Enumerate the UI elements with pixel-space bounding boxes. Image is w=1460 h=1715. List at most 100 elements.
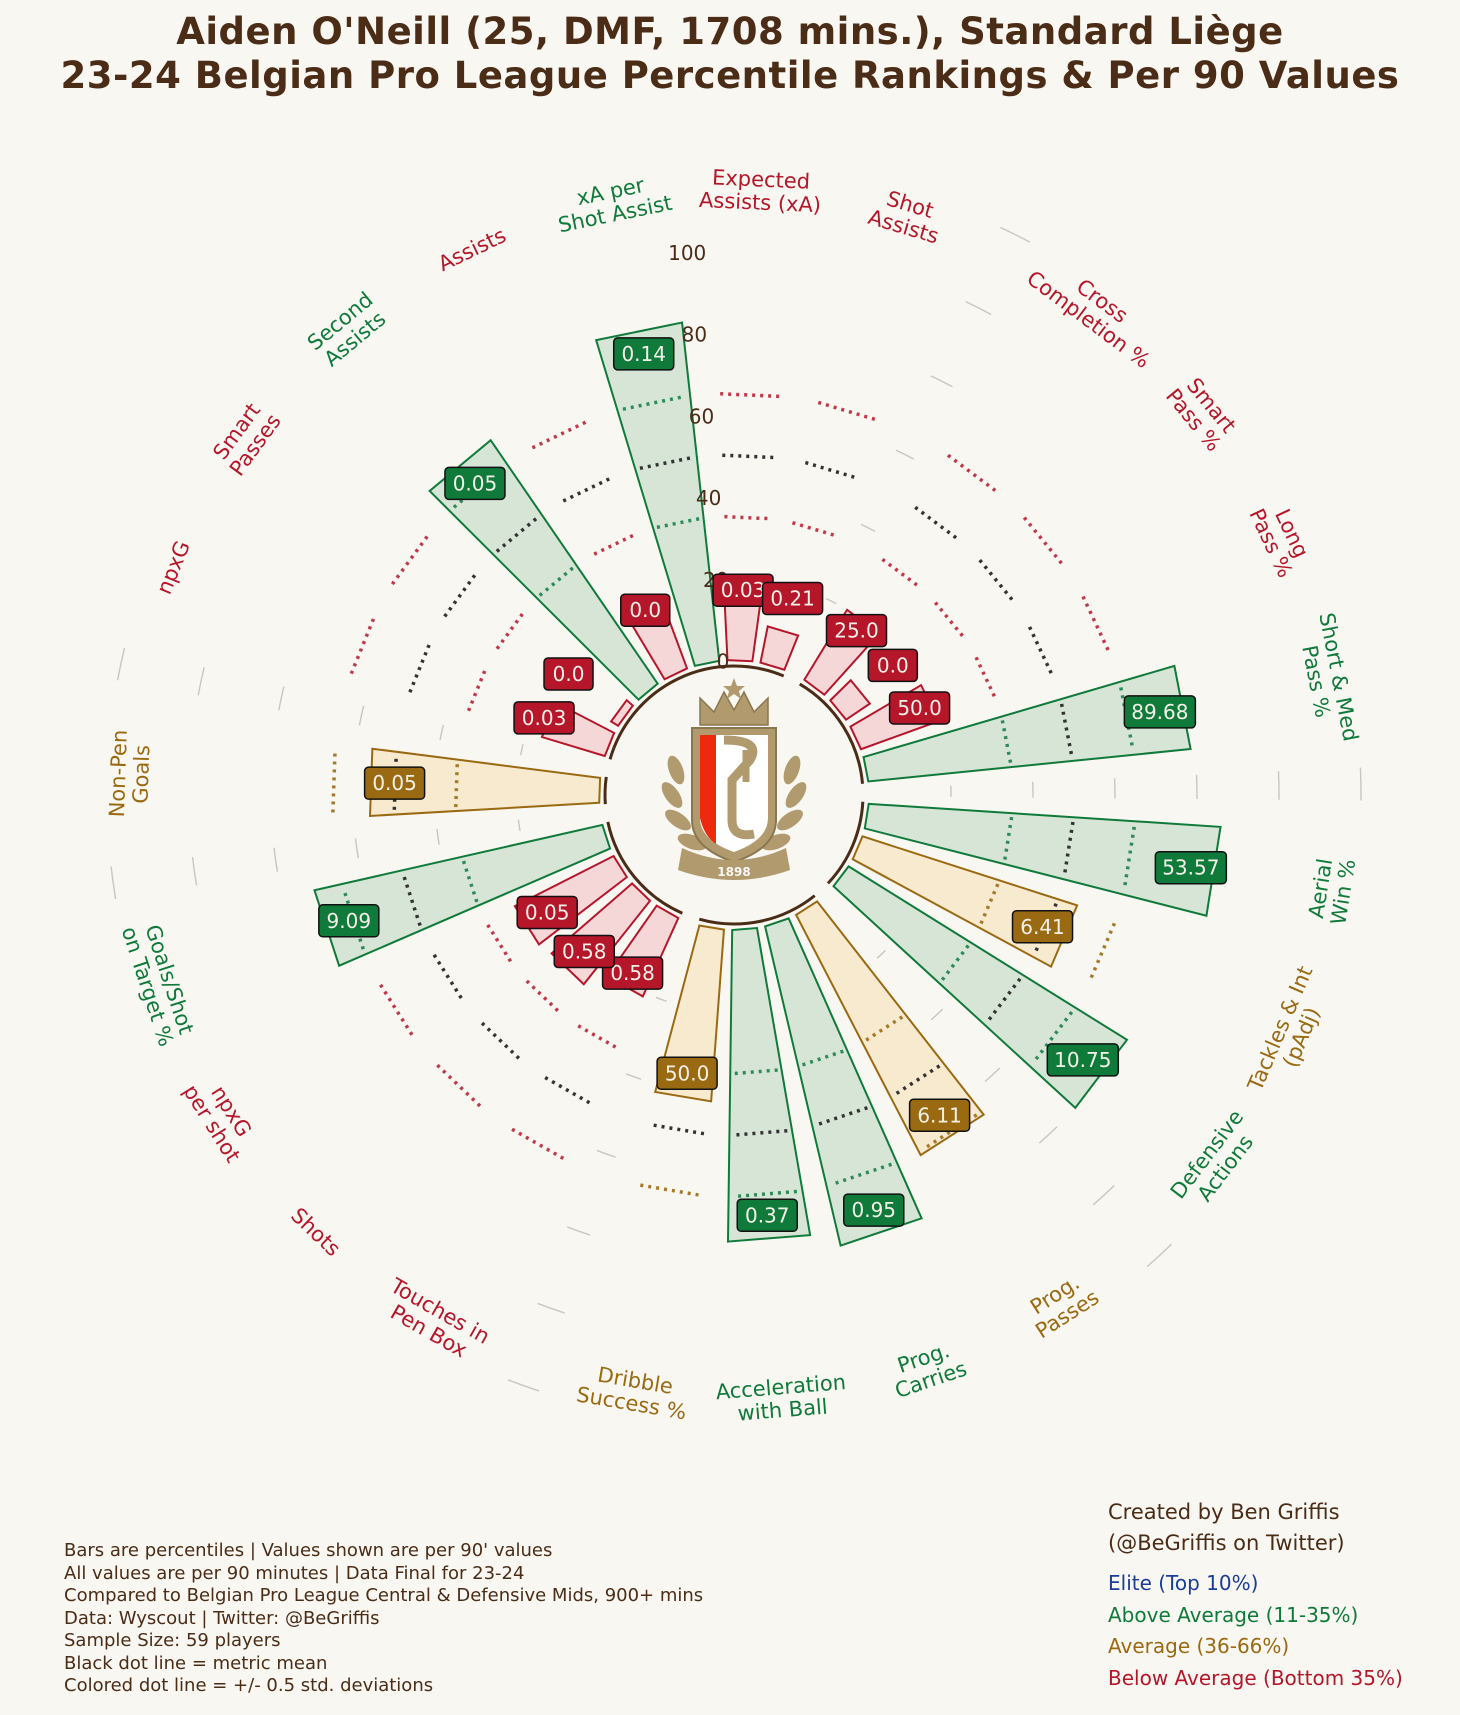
- grid-arc: [116, 648, 126, 681]
- metric-label: DefensiveActions: [1166, 1105, 1267, 1217]
- metric-label: SmartPass %: [1161, 370, 1244, 456]
- dot-line: [479, 1020, 521, 1060]
- grid-arc: [596, 1149, 616, 1158]
- value-label-text: 0.95: [852, 1198, 897, 1222]
- metric-label: Goals/Shoton Target %: [117, 917, 200, 1050]
- grid-arc: [1359, 767, 1362, 801]
- dot-line: [816, 1106, 868, 1127]
- value-label: 50.0: [656, 1056, 718, 1091]
- dot-line: [974, 656, 997, 698]
- value-label: 0.58: [601, 956, 664, 990]
- group-arc: [608, 664, 785, 760]
- grid-arc: [110, 866, 117, 900]
- grid-arc: [984, 1067, 1001, 1083]
- dot-line: [722, 453, 776, 460]
- grid-arc: [519, 744, 524, 756]
- logo-year: 1898: [717, 865, 750, 879]
- value-label: 53.57: [1154, 850, 1228, 885]
- metric-label: npxGper shot: [178, 1068, 264, 1167]
- dot-line: [525, 979, 560, 1012]
- dot-line: [978, 558, 1015, 603]
- grid-arc: [930, 1008, 944, 1021]
- credit: Created by Ben Griffis (@BeGriffis on Tw…: [1108, 1497, 1345, 1559]
- dot-line: [331, 749, 337, 813]
- grid-arc: [436, 828, 440, 845]
- dot-line: [466, 669, 487, 712]
- grid-arc: [876, 949, 886, 959]
- value-label: 10.75: [1046, 1043, 1120, 1077]
- grid-arc: [1038, 1126, 1058, 1144]
- metric-label: ShotAssists: [865, 183, 948, 249]
- dot-line: [831, 1162, 893, 1187]
- value-label: 0.95: [843, 1193, 905, 1227]
- metric-label: Prog.Carries: [885, 1335, 970, 1403]
- metric-bar: [428, 438, 659, 701]
- dot-line: [1081, 595, 1112, 655]
- group-arcs: [603, 664, 865, 926]
- value-label-text: 0.58: [610, 961, 655, 985]
- value-label-text: 0.05: [453, 471, 498, 495]
- dot-line: [639, 455, 693, 470]
- grid-arc: [1000, 226, 1031, 243]
- chart-notes: Bars are percentiles | Values shown are …: [64, 1540, 703, 1698]
- note-line: Sample Size: 59 players: [64, 1630, 281, 1651]
- value-label-text: 0.21: [770, 587, 815, 611]
- value-label-text: 0.03: [721, 578, 766, 602]
- grid-arc: [273, 847, 279, 872]
- dot-line: [791, 521, 835, 537]
- value-label: 0.0: [620, 593, 671, 627]
- metric-label: LongPass %: [1244, 495, 1318, 581]
- grid-arc: [1277, 771, 1280, 800]
- value-label-text: 0.05: [525, 901, 570, 925]
- radial-tick-label: 80: [682, 323, 707, 347]
- value-label-text: 0.0: [629, 598, 661, 622]
- value-label-text: 0.14: [621, 342, 666, 366]
- metric-label: DribbleSuccess %: [575, 1360, 692, 1425]
- value-label: 0.14: [612, 337, 675, 371]
- dot-line: [576, 1023, 617, 1049]
- value-label: 9.09: [318, 904, 380, 938]
- value-labels: 53.57 6.41 10.75 6.11 0.95 0.37 50.0 0.580.58 0.…: [318, 337, 1228, 1233]
- chart-subtitle: 23-24 Belgian Pro League Percentile Rank…: [60, 54, 1400, 97]
- dot-line: [507, 1125, 565, 1160]
- metric-bar: [863, 802, 1222, 917]
- legend-item-average: Average (36-66%): [1108, 1634, 1290, 1658]
- dot-line: [1022, 516, 1066, 568]
- grid-arc: [860, 523, 876, 532]
- value-label-text: 89.68: [1131, 700, 1188, 724]
- dot-line: [485, 923, 513, 963]
- value-label: 6.41: [1011, 910, 1074, 944]
- metric-label: Prog.Passes: [1019, 1266, 1104, 1344]
- metric-label: CrossCompletion %: [1022, 248, 1168, 373]
- metric-label: ExpectedAssists (xA): [699, 165, 823, 217]
- value-label: 0.0: [867, 648, 919, 683]
- value-label-text: 25.0: [834, 619, 879, 643]
- metric-label: AerialWin %: [1304, 854, 1361, 927]
- metric-bar: [828, 678, 872, 721]
- value-label: 89.68: [1123, 695, 1197, 729]
- value-label: 50.0: [888, 691, 951, 725]
- dot-line: [1059, 703, 1074, 757]
- dot-line: [431, 952, 463, 999]
- dot-line: [914, 505, 959, 541]
- legend: Elite (Top 10%) Above Average (11-35%) A…: [1108, 1568, 1403, 1694]
- dot-line: [1062, 821, 1075, 875]
- grid-arc: [354, 838, 359, 859]
- radial-tick-label: 0: [717, 649, 730, 673]
- metric-bar: [763, 917, 923, 1247]
- metric-bar: [368, 747, 602, 818]
- value-label: 0.0: [543, 657, 594, 691]
- metric-bars: [313, 321, 1222, 1247]
- dot-line: [401, 874, 422, 927]
- radial-tick-label: 60: [689, 404, 714, 428]
- dot-line: [452, 465, 504, 509]
- radial-tick-label: 100: [668, 241, 706, 265]
- metric-bar: [609, 698, 635, 728]
- grid-arc: [825, 597, 837, 605]
- grid-arc: [439, 724, 444, 741]
- grid-arc: [537, 1302, 565, 1314]
- dot-line: [636, 1182, 699, 1197]
- metric-bar: [726, 926, 812, 1243]
- note-line: Bars are percentiles | Values shown are …: [64, 1540, 553, 1561]
- value-label-text: 0.37: [745, 1203, 790, 1227]
